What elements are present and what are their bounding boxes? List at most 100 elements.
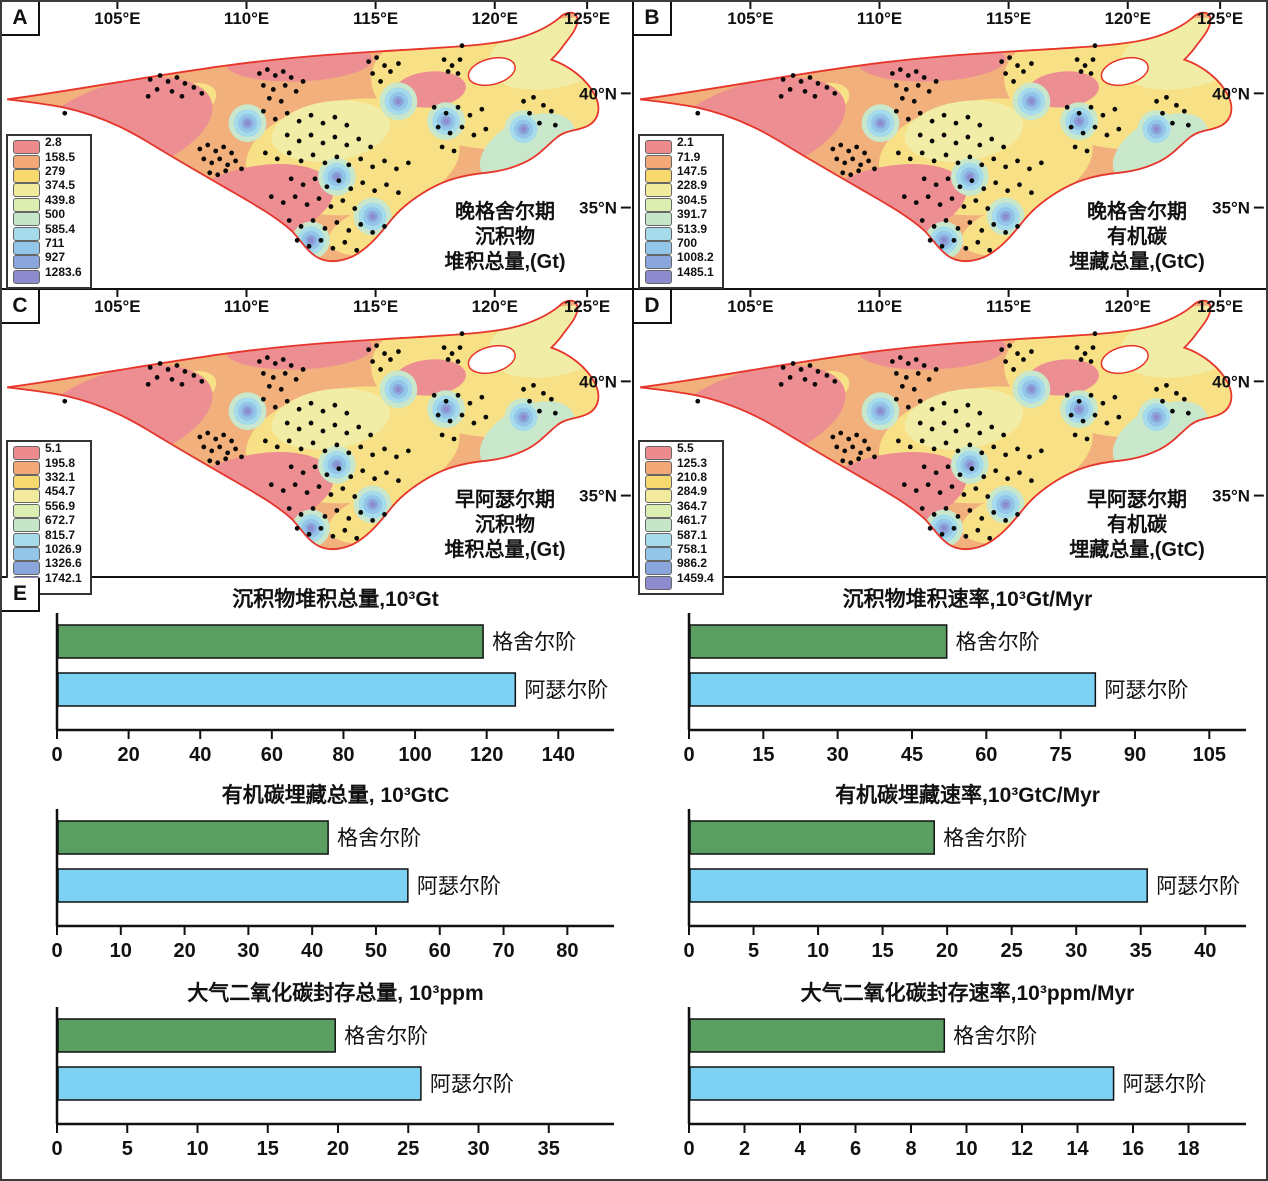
map-title-line: 埋藏总量,(GtC) — [1069, 251, 1205, 273]
bar-asselian — [57, 868, 409, 903]
legend-swatch — [645, 226, 672, 241]
legend-value: 454.7 — [45, 484, 76, 499]
legend-swatch — [13, 197, 40, 212]
x-tick-label: 5 — [122, 1138, 133, 1160]
legend-swatch — [13, 269, 40, 284]
legend-swatch — [645, 561, 672, 576]
legend-swatch — [645, 183, 672, 198]
contour-patch — [271, 388, 391, 450]
bar-category-label: 阿瑟尔阶 — [1156, 875, 1240, 898]
contour-map-a: 105°E 110°E 115°E 120°E 125°E 40°N 35°N — [7, 2, 631, 263]
legend-swatch — [645, 460, 672, 475]
high-value-hotspot — [877, 120, 884, 126]
lon-tick-label: 125°E — [564, 9, 610, 28]
legend-swatch — [13, 460, 40, 475]
bar-chart-co2-rate: 大气二氧化碳封存速率,10³ppm/Myr 0 2 4 6 8 10 12 14 16 18 格舍尔阶… — [634, 974, 1266, 1171]
high-value-hotspot — [334, 173, 340, 180]
legend-value: 284.9 — [677, 484, 708, 499]
legend-value: 439.8 — [45, 192, 76, 207]
x-tick-label: 120 — [470, 744, 503, 766]
legend-swatch — [645, 503, 672, 518]
legend-swatch — [645, 518, 672, 533]
x-tick-label: 140 — [542, 744, 575, 766]
x-tick-label: 0 — [683, 940, 694, 962]
legend-value: 500 — [45, 207, 66, 222]
x-tick-label: 10 — [186, 1138, 208, 1160]
legend-row: 700 — [645, 236, 719, 255]
bar-gzhelian — [689, 820, 935, 855]
legend-value: 587.1 — [677, 527, 708, 542]
panel-label-a: A — [2, 2, 40, 36]
legend-value: 5.1 — [45, 441, 62, 456]
x-tick-label: 0 — [683, 744, 694, 766]
legend-row: 513.9 — [645, 222, 719, 241]
high-value-hotspot — [1153, 414, 1160, 420]
legend-row: 986.2 — [645, 556, 719, 576]
x-tick-label: 35 — [538, 1138, 560, 1160]
legend-value: 1459.4 — [677, 570, 714, 585]
high-value-hotspot — [1076, 118, 1082, 124]
bay-hole — [467, 56, 516, 87]
panel-label-d: D — [634, 290, 672, 324]
x-tick-label: 10 — [807, 940, 829, 962]
bar-chart-svg: 沉积物堆积速率,10³Gt/Myr 0 15 30 45 60 75 90 105 格舍尔阶阿瑟尔… — [683, 587, 1246, 766]
bar-asselian — [689, 868, 1148, 903]
legend-row: 1283.6 — [13, 265, 87, 284]
bar-category-label: 格舍尔阶 — [337, 827, 421, 850]
legend-swatch — [13, 532, 40, 547]
map-title-c: 早阿瑟尔期 沉积物 堆积总量,(Gt) — [392, 488, 618, 563]
high-value-hotspot — [443, 406, 449, 412]
legend-row: 1459.4 — [645, 571, 719, 590]
legend-swatch — [13, 140, 40, 155]
legend-row: 1008.2 — [645, 250, 719, 270]
legend-value: 585.4 — [45, 221, 76, 236]
legend-value: 304.5 — [677, 192, 708, 207]
x-tick-label: 2 — [739, 1138, 750, 1160]
lat-tick-label: 40°N — [579, 84, 617, 103]
x-tick-label: 6 — [850, 1138, 861, 1160]
legend-value: 374.5 — [45, 178, 76, 193]
chart-title: 有机碳埋藏总量, 10³GtC — [222, 783, 450, 807]
map-panel-late-gzhelian-organic-carbon: B 105°E 110°E 115°E 120°E 125°E 40°N 35°N 晚格舍尔… — [634, 2, 1266, 290]
lon-tick-label: 125°E — [1197, 297, 1243, 316]
legend-swatch — [13, 226, 40, 241]
legend-row: 332.1 — [13, 470, 87, 489]
legend-value: 513.9 — [677, 221, 708, 236]
high-value-hotspot — [520, 414, 527, 420]
x-tick-label: 18 — [1177, 1138, 1199, 1160]
lat-tick-label: 40°N — [1212, 372, 1250, 391]
lat-tick-label: 35°N — [579, 487, 617, 506]
x-tick-label: 90 — [1124, 744, 1146, 766]
x-tick-label: 30 — [467, 1138, 489, 1160]
legend-row: 391.7 — [645, 207, 719, 227]
legend-value: 986.2 — [677, 556, 708, 571]
color-scale-legend-b: 2.1 71.9 147.5 228.9 304.5 391.7 513.9 700 1008.… — [638, 134, 724, 289]
contour-map-c: 105°E 110°E 115°E 120°E 125°E 40°N 35°N — [7, 290, 631, 551]
map-title-b: 晚格舍尔期 有机碳 埋藏总量,(GtC) — [1024, 200, 1250, 275]
bar-chart-svg: 有机碳埋藏速率,10³GtC/Myr 0 5 10 15 20 25 30 35 40 格舍尔阶阿瑟… — [683, 783, 1246, 962]
panel-label-e: E — [2, 578, 40, 612]
legend-row: 304.5 — [645, 193, 719, 212]
lon-tick-label: 120°E — [472, 9, 518, 28]
x-tick-label: 5 — [748, 940, 759, 962]
high-value-hotspot — [877, 408, 884, 414]
legend-value: 461.7 — [677, 513, 708, 528]
lon-tick-label: 125°E — [564, 297, 610, 316]
high-value-hotspot — [941, 525, 947, 532]
lon-tick-label: 110°E — [224, 297, 269, 316]
high-value-hotspot — [1002, 213, 1009, 220]
lon-tick-label: 115°E — [986, 9, 1031, 28]
x-tick-label: 60 — [261, 744, 283, 766]
contour-map-b: 105°E 110°E 115°E 120°E 125°E 40°N 35°N — [640, 2, 1264, 263]
panel-label-c: C — [2, 290, 40, 324]
bar-gzhelian — [689, 624, 948, 659]
well-points — [62, 43, 558, 253]
legend-row: 158.5 — [13, 150, 87, 169]
chart-title: 沉积物堆积总量,10³Gt — [232, 587, 439, 611]
high-value-hotspot — [1028, 98, 1035, 105]
bar-chart-co2-total: 大气二氧化碳封存总量, 10³ppm 0 5 10 15 20 25 30 35 格舍尔阶 阿瑟尔阶 — [2, 974, 634, 1171]
bar-chart-panel: E 沉积物堆积总量,10³Gt 0 20 40 60 80 100 120 140 格舍尔阶 阿瑟尔… — [2, 578, 1266, 1179]
x-tick-label: 12 — [1011, 1138, 1033, 1160]
lon-tick-label: 105°E — [94, 297, 140, 316]
